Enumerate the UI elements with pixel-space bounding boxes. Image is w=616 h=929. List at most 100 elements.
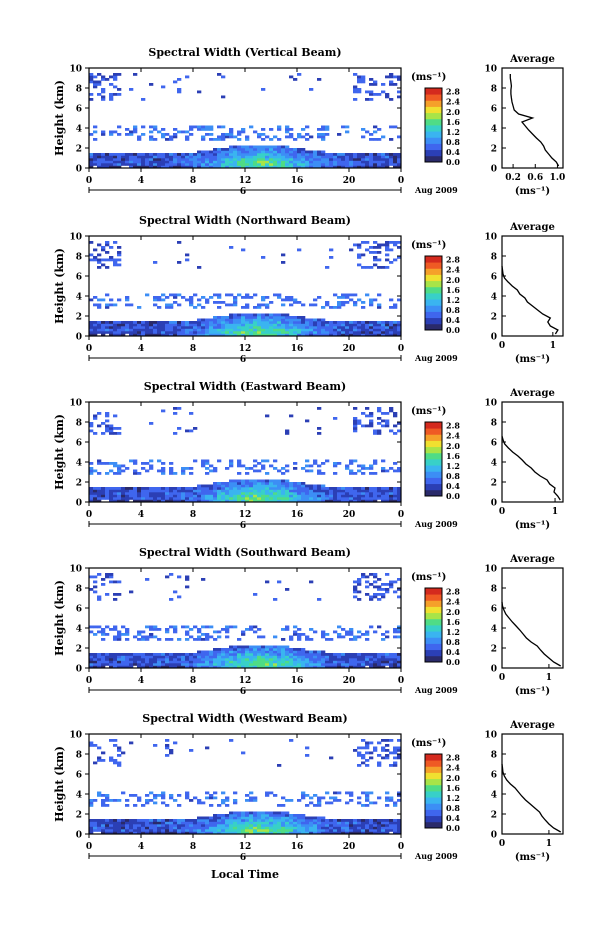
heatmap-cell <box>313 323 318 327</box>
heatmap-cell <box>261 816 266 820</box>
heatmap-cell <box>397 628 402 631</box>
heatmap-cell <box>385 328 390 332</box>
heatmap-cell <box>317 328 322 332</box>
heatmap-cell <box>293 494 298 498</box>
heatmap-cell <box>257 499 262 503</box>
heatmap-cell <box>177 658 182 661</box>
heatmap-cell <box>337 155 342 159</box>
heatmap-cell <box>365 160 370 164</box>
heatmap-cell <box>381 663 386 666</box>
heatmap-cell <box>273 163 278 166</box>
heatmap-cell <box>141 326 146 329</box>
heatmap-cell <box>141 655 146 659</box>
heatmap-cell <box>141 653 146 656</box>
heatmap-cell <box>345 821 350 825</box>
heatmap-cell <box>349 298 354 302</box>
heatmap-cell <box>149 826 154 830</box>
heatmap-cell <box>361 78 366 81</box>
heatmap-cell <box>257 148 262 151</box>
heatmap-cell <box>109 333 114 337</box>
heatmap-cell <box>153 160 158 164</box>
heatmap-cell <box>169 655 174 659</box>
heatmap-cell <box>369 464 374 468</box>
heatmap-cell <box>105 331 110 334</box>
heatmap-cell <box>373 459 378 463</box>
y-tick-label: 6 <box>76 439 82 449</box>
heatmap-cell <box>145 489 150 493</box>
heatmap-cell <box>325 128 330 131</box>
average-y-tick-label: 10 <box>484 565 497 575</box>
heatmap-cell <box>181 831 186 835</box>
heatmap-cell <box>325 331 330 334</box>
heatmap-cell <box>281 482 286 485</box>
heatmap-cell <box>313 153 318 156</box>
heatmap-cell <box>389 819 394 822</box>
x-tick-label: 16 <box>291 510 304 520</box>
heatmap-cell <box>289 494 294 498</box>
heatmap-cell <box>285 824 290 827</box>
heatmap-cell <box>145 326 150 329</box>
heatmap-cell <box>229 663 234 666</box>
heatmap-cell <box>189 658 194 661</box>
heatmap-cell <box>305 655 310 659</box>
y-tick-label: 10 <box>69 233 82 243</box>
heatmap-cell <box>113 130 118 134</box>
heatmap-cell <box>361 472 366 475</box>
heatmap-cell <box>217 648 222 651</box>
heatmap-cell <box>325 160 330 164</box>
heatmap-cell <box>205 663 210 666</box>
heatmap-cell <box>353 424 358 428</box>
average-y-tick-label: 0 <box>491 499 497 509</box>
heatmap-cell <box>153 128 158 131</box>
heatmap-cell <box>153 155 158 159</box>
heatmap-cell <box>121 331 126 334</box>
heatmap-cell <box>129 328 134 332</box>
heatmap-cell <box>357 598 362 601</box>
heatmap-cell <box>389 323 394 327</box>
heatmap-cell <box>341 628 346 631</box>
heatmap-cell <box>129 665 134 669</box>
colorbar-units: (ms⁻¹) <box>411 738 446 749</box>
heatmap-cell <box>189 301 194 304</box>
heatmap-cell <box>117 665 122 669</box>
heatmap-cell <box>189 429 194 433</box>
heatmap-cell <box>125 163 130 166</box>
heatmap-cell <box>345 655 350 659</box>
heatmap-cell <box>165 487 170 490</box>
heatmap-cell <box>165 492 170 495</box>
heatmap-cell <box>289 635 294 639</box>
heatmap-cell <box>397 595 402 599</box>
colorbar-tick-label: 2.8 <box>446 421 460 431</box>
heatmap-cell <box>173 741 178 745</box>
heatmap-cell <box>353 635 358 639</box>
heatmap-cell <box>229 160 234 164</box>
heatmap-cell <box>353 653 358 656</box>
heatmap-cell <box>329 306 334 309</box>
heatmap-cell <box>177 492 182 495</box>
heatmap-cell <box>373 831 378 835</box>
average-x-label: (ms⁻¹) <box>515 852 550 863</box>
heatmap-cell <box>365 804 370 807</box>
heatmap-cell <box>113 499 118 503</box>
heatmap-cell <box>185 165 190 169</box>
heatmap-cell <box>321 163 326 166</box>
heatmap-cell <box>289 821 294 825</box>
heatmap-cell <box>289 133 294 136</box>
heatmap-cell <box>169 492 174 495</box>
heatmap-cell <box>189 635 194 639</box>
heatmap-cell <box>249 499 254 503</box>
heatmap-cell <box>345 333 350 337</box>
heatmap-cell <box>225 804 230 807</box>
heatmap-cell <box>129 489 134 493</box>
heatmap-cell <box>309 665 314 669</box>
colorbar-swatch <box>425 422 442 429</box>
heatmap-cell <box>189 296 194 299</box>
heatmap-cell <box>285 816 290 820</box>
heatmap-cell <box>161 326 166 329</box>
heatmap-cell <box>353 90 358 94</box>
heatmap-cell <box>177 261 182 264</box>
heatmap-cell <box>361 266 366 269</box>
heatmap-cell <box>385 754 390 757</box>
heatmap-cell <box>93 163 98 166</box>
heatmap-cell <box>189 663 194 666</box>
